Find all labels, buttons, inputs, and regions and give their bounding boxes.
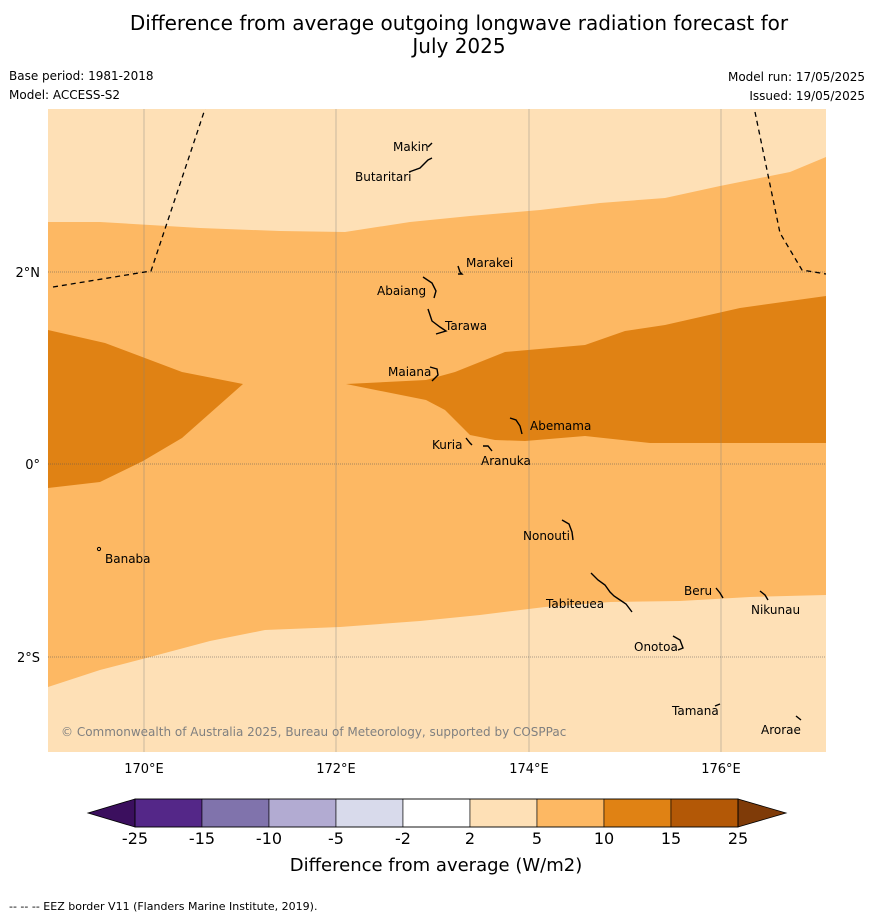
place-label-aranuka: Aranuka (481, 454, 531, 468)
colorbar-swatch (335, 798, 404, 828)
x-tick-170e: 170°E (124, 762, 164, 777)
longitude-gridlines (143, 109, 722, 752)
title-line-2: July 2025 (412, 34, 506, 58)
abemama-coast (509, 417, 523, 435)
colorbar-swatch (469, 798, 538, 828)
place-label-abemama: Abemama (530, 419, 591, 433)
place-label-nikunau: Nikunau (751, 603, 800, 617)
tarawa-coast (427, 308, 448, 335)
abaiang-coast (422, 276, 437, 299)
x-axis-ticks: 170°E 172°E 174°E 176°E (124, 762, 741, 777)
colorbar-swatch (402, 798, 471, 828)
colorbar-swatch (268, 798, 337, 828)
title-line-1: Difference from average outgoing longwav… (129, 11, 789, 35)
y-tick-0: 0° (25, 458, 40, 473)
place-label-beru: Beru (684, 584, 712, 598)
nikunau-coast (759, 590, 769, 601)
colorbar-tick: 10 (594, 829, 614, 848)
kuria-coast (465, 437, 473, 446)
colorbar: -25 -15 -10 -5 -2 2 5 10 15 25 Difference from av… (86, 798, 788, 876)
band-10-to-15-west (48, 330, 243, 488)
copyright-notice: © Commonwealth of Australia 2025, Bureau… (61, 725, 566, 739)
maiana-coast (429, 366, 439, 382)
colorbar-swatch (603, 798, 672, 828)
colorbar-swatch (134, 798, 203, 828)
colorbar-label: Difference from average (W/m2) (290, 855, 582, 876)
band-10-to-15-east (346, 296, 826, 443)
place-label-nonouti: Nonouti (523, 529, 570, 543)
arorae-coast (795, 715, 802, 721)
place-label-arorae: Arorae (761, 723, 801, 737)
colorbar-swatch (201, 798, 270, 828)
colorbar-extend-low (86, 798, 136, 828)
butaritari-coast (408, 157, 433, 173)
colorbar-tick: -10 (256, 829, 282, 848)
place-label-makin: Makin (393, 140, 429, 154)
island-coastlines (408, 142, 802, 721)
eez-footnote: -- -- -- EEZ border V11 (Flanders Marine… (9, 900, 318, 913)
base-period-label: Base period: 1981-2018 (9, 69, 154, 83)
colorbar-frame (134, 798, 739, 828)
colorbar-tick: 15 (661, 829, 681, 848)
map-plot-area: Makin Butaritari Marakei Abaiang Tarawa … (48, 109, 826, 752)
colorbar-tick: -5 (328, 829, 344, 848)
aranuka-coast (483, 445, 493, 452)
chart-title: Difference from average outgoing longwav… (0, 12, 873, 58)
place-label-tamana: Tamana (671, 704, 719, 718)
makin-coast (427, 142, 433, 148)
place-label-tabiteuea: Tabiteuea (545, 597, 604, 611)
y-tick-2n: 2°N (16, 266, 41, 281)
colorbar-tick-labels: -25 -15 -10 -5 -2 2 5 10 15 25 (122, 829, 748, 848)
y-axis-ticks: 2°N 0° 2°S (16, 266, 41, 666)
place-label-maiana: Maiana (388, 365, 431, 379)
place-label-abaiang: Abaiang (377, 284, 426, 298)
place-labels: Makin Butaritari Marakei Abaiang Tarawa … (105, 140, 801, 737)
model-label: Model: ACCESS-S2 (9, 88, 121, 102)
colorbar-tick: -15 (189, 829, 215, 848)
nonouti-coast (561, 519, 574, 541)
model-run-label: Model run: 17/05/2025 (727, 70, 865, 84)
onotoa-coast (672, 635, 684, 651)
x-tick-172e: 172°E (316, 762, 356, 777)
colorbar-swatches (134, 798, 739, 828)
marakei-coast (457, 265, 464, 275)
place-label-banaba: Banaba (105, 552, 151, 566)
colorbar-swatch (536, 798, 605, 828)
x-tick-176e: 176°E (701, 762, 741, 777)
eez-border (52, 109, 826, 288)
place-label-butaritari: Butaritari (355, 170, 412, 184)
latitude-gridlines (48, 271, 826, 658)
colorbar-tick: -2 (395, 829, 411, 848)
colorbar-tick: 25 (728, 829, 748, 848)
banaba-coast (96, 546, 102, 552)
colorbar-swatch (670, 798, 739, 828)
beru-coast (715, 587, 724, 599)
place-label-onotoa: Onotoa (634, 640, 678, 654)
place-label-kuria: Kuria (432, 438, 463, 452)
tabiteuea-coast (590, 572, 633, 613)
y-tick-2s: 2°S (17, 651, 40, 666)
place-label-marakei: Marakei (466, 256, 513, 270)
colorbar-tick: 2 (465, 829, 475, 848)
x-tick-174e: 174°E (509, 762, 549, 777)
colorbar-tick: 5 (532, 829, 542, 848)
colorbar-tick: -25 (122, 829, 148, 848)
colorbar-extend-high (737, 798, 788, 828)
place-label-tarawa: Tarawa (444, 319, 487, 333)
issued-label: Issued: 19/05/2025 (749, 89, 865, 103)
tamana-coast (714, 703, 721, 707)
band-2-to-5-south (48, 595, 826, 752)
